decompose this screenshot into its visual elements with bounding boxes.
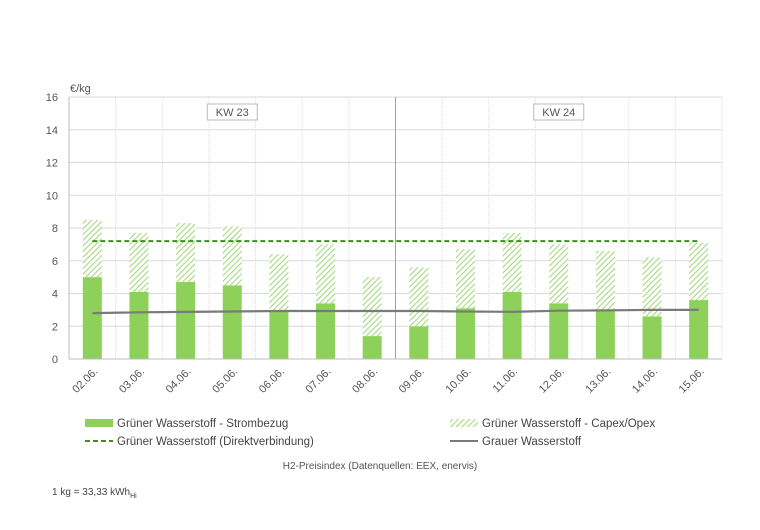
footnote: 1 kg = 33,33 kWhHi (52, 487, 137, 500)
x-tick-label: 04.06. (164, 366, 194, 396)
bar-strombezug (549, 303, 569, 359)
legend-label: Grüner Wasserstoff - Strombezug (117, 418, 288, 430)
bar-capex-opex (129, 232, 149, 292)
bar-capex-opex (455, 249, 475, 309)
bar-strombezug (176, 282, 196, 359)
x-tick-label: 13.06. (583, 366, 613, 396)
x-tick-label: 03.06. (117, 366, 147, 396)
y-tick-label: 8 (52, 223, 58, 235)
legend-label: Grauer Wasserstoff (482, 436, 582, 448)
y-tick-label: 12 (46, 158, 58, 170)
y-tick-label: 10 (46, 190, 58, 202)
bar-capex-opex (316, 244, 336, 304)
legend-label: Grüner Wasserstoff - Capex/Opex (482, 418, 655, 430)
bar-capex-opex (689, 242, 709, 301)
x-tick-label: 08.06. (350, 366, 380, 396)
footnote-subscript: Hi (130, 493, 137, 500)
bar-capex-opex (595, 250, 615, 310)
bar-capex-opex (269, 254, 289, 312)
line-layer (92, 240, 699, 315)
grid-layer (68, 96, 723, 360)
y-tick-label: 2 (52, 321, 58, 333)
legend-layer: Grüner Wasserstoff - Strombezug Grüner Wa… (85, 418, 655, 448)
x-tick-label: 11.06. (491, 366, 521, 396)
line-grauer-wasserstoff (92, 308, 699, 315)
week-label: KW 24 (542, 107, 575, 119)
chart-caption: H2-Preisindex (Datenquellen: EEX, enervi… (0, 461, 760, 472)
x-tick-label: 10.06. (443, 366, 473, 396)
y-tick-label: 0 (52, 354, 58, 366)
bar-strombezug (642, 316, 662, 359)
bar-layer (82, 219, 709, 359)
bar-capex-opex (502, 232, 522, 292)
bar-strombezug (502, 291, 522, 359)
bar-strombezug (455, 308, 475, 359)
x-tick-label: 09.06. (397, 366, 427, 396)
bar-capex-opex (222, 226, 242, 286)
y-tick-label: 14 (46, 125, 58, 137)
legend-label: Grüner Wasserstoff (Direktverbindung) (117, 436, 314, 448)
bar-strombezug (595, 309, 615, 359)
bar-strombezug (82, 277, 102, 359)
x-tick-label: 12.06. (537, 366, 567, 396)
week-label-box (533, 103, 585, 121)
bar-strombezug (689, 300, 709, 359)
bar-capex-opex (82, 219, 102, 278)
bar-strombezug (362, 336, 382, 359)
legend-swatch (450, 419, 478, 427)
caption-text: H2-Preisindex (Datenquellen: EEX, enervi… (282, 461, 478, 472)
footnote-text: 1 kg = 33,33 kWh (52, 487, 131, 498)
x-tick-label: 05.06. (210, 366, 240, 396)
bar-capex-opex (176, 223, 196, 283)
x-tick-label: 07.06. (304, 366, 334, 396)
bar-capex-opex (362, 277, 382, 337)
bar-capex-opex (642, 257, 662, 317)
y-axis-label: €/kg (70, 83, 91, 95)
x-tick-label: 06.06. (257, 366, 287, 396)
week-layer: KW 23 KW 24 (206, 103, 585, 121)
x-tick-label: 14.06. (630, 366, 660, 396)
y-tick-label: 6 (52, 256, 58, 268)
week-label: KW 23 (216, 107, 249, 119)
bar-strombezug (409, 326, 429, 359)
bar-capex-opex (409, 267, 429, 327)
bar-strombezug (269, 311, 289, 359)
bar-strombezug (129, 291, 149, 359)
bar-strombezug (222, 285, 242, 359)
week-label-box (206, 103, 258, 121)
x-tick-label: 02.06. (70, 366, 100, 396)
y-tick-label: 16 (46, 92, 58, 104)
x-tick-label: 15.06. (677, 366, 707, 396)
bar-capex-opex (549, 244, 569, 304)
bar-strombezug (316, 303, 336, 359)
legend-swatch (85, 419, 113, 427)
y-tick-label: 4 (52, 289, 58, 301)
